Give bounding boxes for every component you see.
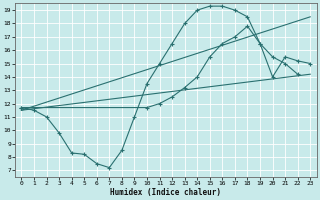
X-axis label: Humidex (Indice chaleur): Humidex (Indice chaleur) (110, 188, 221, 197)
